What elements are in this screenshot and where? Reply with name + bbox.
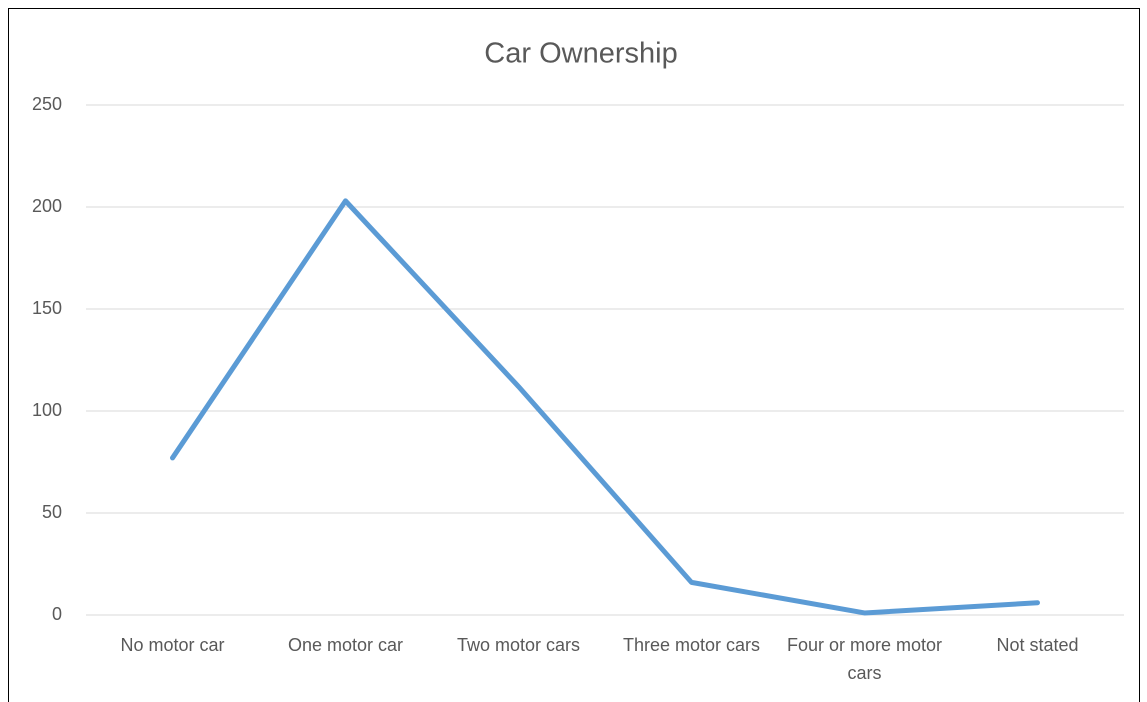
x-tick-label: Four or more motor cars (787, 635, 942, 683)
chart-frame (8, 8, 1140, 702)
x-tick-label: No motor car (120, 635, 224, 655)
x-tick-label: Three motor cars (623, 635, 760, 655)
x-tick-label: Two motor cars (457, 635, 580, 655)
y-tick-label: 250 (32, 94, 62, 114)
x-tick-label: Not stated (996, 635, 1078, 655)
x-tick-label-line: cars (847, 663, 881, 683)
x-tick-label: One motor car (288, 635, 403, 655)
y-tick-label: 200 (32, 196, 62, 216)
y-tick-label: 150 (32, 298, 62, 318)
y-tick-label: 100 (32, 400, 62, 420)
chart-title: Car Ownership (484, 38, 677, 70)
x-tick-label-line: Four or more motor (787, 635, 942, 655)
y-tick-label: 0 (52, 604, 62, 624)
data-line (170, 198, 1040, 616)
y-tick-label: 50 (42, 502, 62, 522)
